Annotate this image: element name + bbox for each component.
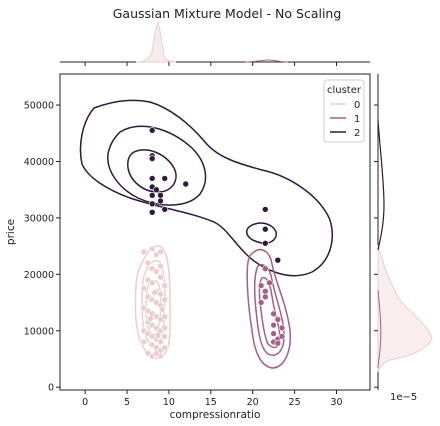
contour-cluster-2-outer [79,99,333,277]
point-cluster-2 [157,192,164,199]
point-cluster-1 [266,279,273,287]
point-cluster-2 [261,206,269,213]
legend-box [323,79,365,143]
y-tick-label: 0 [48,383,54,394]
scatter-points [140,127,286,360]
point-cluster-0 [161,282,168,289]
top-marginal-kde-cluster-1 [244,59,289,63]
point-cluster-0 [153,268,160,275]
top-marginal-kde-cluster-0 [135,20,177,63]
point-cluster-2 [148,127,156,134]
point-cluster-2 [148,155,156,162]
point-cluster-0 [148,245,156,253]
x-tick-label: 15 [205,397,217,408]
point-cluster-0 [157,273,164,281]
y-tick-label: 40000 [24,157,54,168]
point-cluster-0 [151,289,158,296]
point-cluster-0 [140,338,148,346]
legend-label-2: 2 [354,128,360,139]
right-marginal-plot: 1e−5 [377,74,433,403]
top-marginal-plot [60,20,370,63]
point-cluster-0 [161,296,168,304]
legend-title: cluster [327,85,362,96]
point-cluster-2 [148,175,156,182]
point-cluster-2 [157,197,164,205]
point-cluster-1 [270,310,277,318]
point-cluster-0 [157,248,164,256]
point-cluster-1 [274,339,282,347]
point-cluster-1 [278,324,286,332]
y-axis-label: price [5,219,17,245]
right-marginal-kde-cluster-1 [377,289,382,369]
point-cluster-2 [148,192,156,199]
point-cluster-0 [153,349,160,357]
contour-cluster-1-inner [258,276,281,349]
marginal-offset-text: 1e−5 [390,392,417,403]
x-tick-label: 25 [289,397,301,408]
point-cluster-0 [140,248,148,256]
point-cluster-0 [161,333,168,340]
point-cluster-2 [274,256,282,264]
x-tick-label: 10 [163,397,175,408]
y-tick-label: 20000 [24,270,54,281]
point-cluster-2 [153,186,160,193]
right-marginal-kde-cluster-2 [377,119,385,251]
point-cluster-2 [161,175,168,182]
point-cluster-0 [157,338,164,346]
y-tick-label: 30000 [24,213,54,224]
point-cluster-1 [261,287,269,295]
x-tick-label: 5 [124,397,130,408]
contour-cluster-2-small [246,222,277,244]
point-cluster-1 [270,321,277,329]
point-cluster-2 [161,206,168,213]
point-cluster-0 [157,290,164,298]
contour-cluster-2-mid [107,125,207,206]
density-contours [79,99,333,369]
point-cluster-1 [278,333,286,340]
x-tick-label: 20 [247,397,259,408]
legend: cluster 0 1 2 [323,79,365,143]
point-cluster-2 [182,180,189,188]
point-cluster-0 [158,305,166,313]
x-tick-label: 30 [330,397,342,408]
point-cluster-0 [157,262,164,270]
point-cluster-2 [148,200,156,208]
contour-cluster-1-mid [253,264,285,356]
right-marginal-kde-cluster-0 [377,244,433,373]
point-cluster-1 [257,299,265,306]
legend-label-1: 1 [354,114,360,125]
point-cluster-0 [154,331,162,339]
point-cluster-0 [161,344,168,352]
y-tick-label: 10000 [24,326,54,337]
contour-cluster-0-outer [134,245,171,359]
point-cluster-2 [148,209,156,216]
point-cluster-1 [274,316,282,323]
point-cluster-1 [270,330,277,337]
point-cluster-0 [161,313,168,320]
point-cluster-1 [257,282,265,289]
y-tick-label: 50000 [24,101,54,112]
point-cluster-0 [148,279,156,287]
legend-label-0: 0 [354,100,360,111]
x-tick-label: 0 [82,397,88,408]
point-cluster-0 [144,259,152,267]
point-cluster-0 [161,324,168,332]
point-cluster-1 [261,293,269,301]
plot-area-frame [59,73,371,391]
contour-cluster-1-outer [246,248,292,369]
point-cluster-2 [261,240,269,247]
point-cluster-0 [140,285,148,292]
point-cluster-1 [261,265,269,273]
point-cluster-2 [261,225,269,233]
point-cluster-0 [147,314,154,322]
chart-title: Gaussian Mixture Model - No Scaling [113,6,342,21]
x-axis-label: compressionratio [170,409,261,421]
